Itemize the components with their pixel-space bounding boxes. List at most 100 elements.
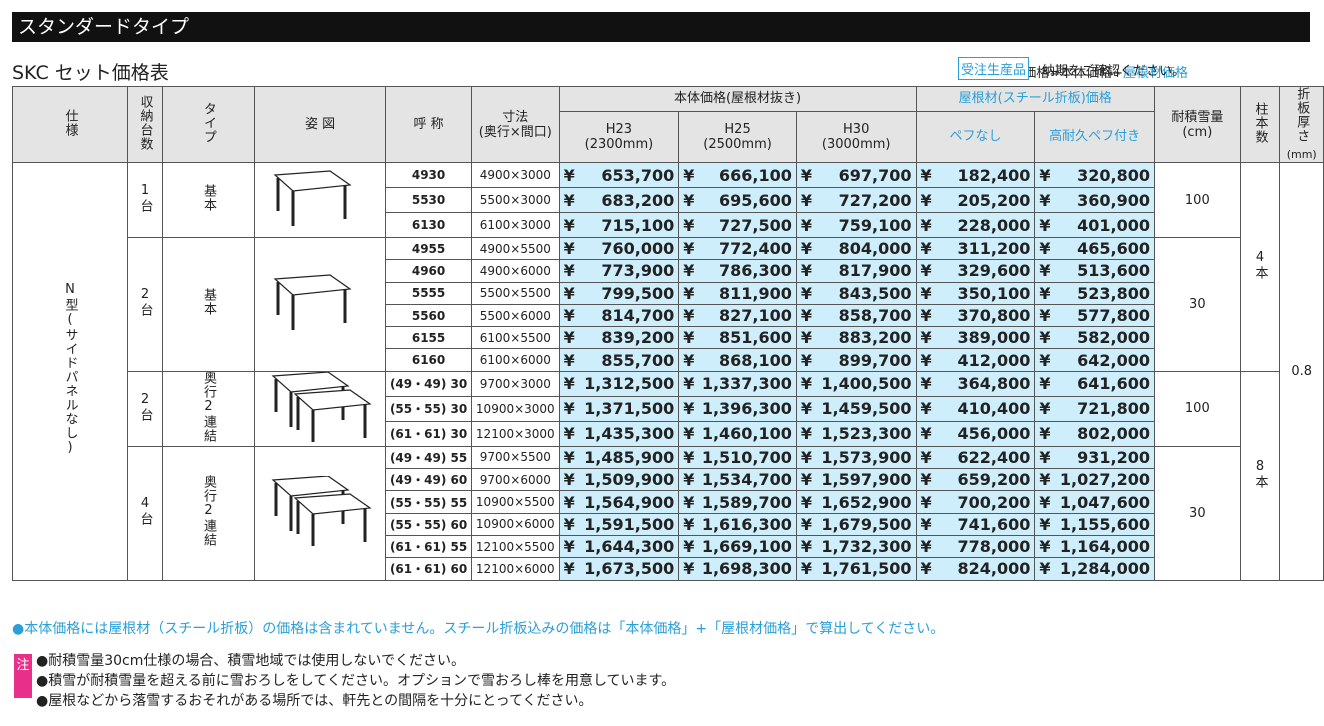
currency: ¥ [1039,350,1051,370]
price-value: 786,300 [719,261,792,281]
price-row: N型(サイドパネルなし) 1台 基本 4930 4900×3000 ¥653,700 ¥6… [12,162,1324,581]
price-row: 4960 4900×6000 ¥773,900 ¥786,300 ¥817,900 ¥32… [13,259,1324,283]
size-cell: 12100×3000 [470,420,560,447]
price: ¥364,800 [921,374,1031,393]
price: ¥868,100 [683,351,792,370]
price-value: 1,523,300 [821,424,912,444]
currency: ¥ [1039,424,1051,444]
code-cell: 5555 [385,281,472,305]
price-value: 329,600 [957,261,1031,281]
size-cell: 9700×3000 [470,370,560,397]
size-cell: 5500×5500 [470,281,560,305]
currency: ¥ [1039,190,1051,210]
price: ¥513,600 [1039,261,1150,280]
price-cell: ¥1,597,900 [795,468,917,492]
price: ¥804,000 [801,239,912,258]
header-cell: H25 (2500mm) [678,110,797,164]
header-text: 屋根材(スチール折板)価格 [958,91,1112,107]
price: ¥1,027,200 [1039,470,1150,489]
price: ¥1,616,300 [683,515,792,534]
code-cell: 5560 [385,303,472,328]
unit-text: (mm) [1286,148,1317,161]
price-value: 721,800 [1077,399,1150,419]
price: ¥741,600 [921,515,1031,534]
price: ¥1,761,500 [801,559,912,578]
code-cell: 5530 [385,187,472,213]
price-row: 6160 6100×6000 ¥855,700 ¥868,100 ¥899,700 ¥41… [13,348,1324,372]
price: ¥1,396,300 [683,399,792,418]
price: ¥1,679,500 [801,515,912,534]
price: ¥1,523,300 [801,424,912,443]
price-value: 931,200 [1077,447,1150,467]
size-cell: 10900×5500 [470,490,560,514]
price-value: 817,900 [838,261,912,281]
price-value: 666,100 [719,165,792,185]
price-cell: ¥642,000 [1034,348,1155,372]
currency: ¥ [563,239,575,259]
price-value: 772,400 [719,239,792,259]
code-cell: 6160 [385,348,472,372]
price: ¥1,485,900 [564,448,675,467]
cell: 奥行2連結 [162,370,255,447]
price-cell: ¥727,200 [795,187,917,213]
price: ¥1,509,900 [564,470,675,489]
price-cell: ¥329,600 [915,259,1036,283]
price-value: 653,700 [601,165,675,185]
cell: 柱本数 [1239,86,1281,163]
price-cell: ¥697,700 [795,162,917,188]
price: ¥329,600 [921,261,1031,280]
price-value: 883,200 [838,328,912,348]
currency: ¥ [1039,165,1051,185]
currency: ¥ [920,447,932,467]
size-cell: 12100×6000 [470,557,560,581]
cell: 8本 [1239,370,1281,581]
currency: ¥ [920,559,932,579]
subtitle: SKC セット価格表 [12,62,169,84]
currency: ¥ [683,328,695,348]
currency: ¥ [920,283,932,303]
currency: ¥ [683,492,695,512]
price: ¥370,800 [921,306,1031,325]
price: ¥931,200 [1039,448,1150,467]
price-cell: ¥228,000 [915,212,1036,238]
price-cell: ¥760,000 [558,236,680,261]
price-cell: ¥1,616,300 [678,512,797,536]
currency: ¥ [683,350,695,370]
price: ¥1,460,100 [683,424,792,443]
currency: ¥ [1039,239,1051,259]
price-value: 824,000 [957,559,1031,579]
carport-figure [271,372,372,445]
currency: ¥ [800,492,813,512]
vertical-text: 仕様 [62,108,78,137]
cell: 収納台数 [127,86,163,163]
price-cell: ¥741,600 [915,512,1036,536]
currency: ¥ [563,447,575,467]
header-line: 寸法 [502,109,529,125]
price: ¥811,900 [683,284,792,303]
price-cell: ¥1,400,500 [795,370,917,397]
caution-item: ●積雪が耐積雪量を超える前に雪おろしをしてください。オプションで雪おろし棒を用意… [36,673,676,689]
vertical-text: 奥行2連結 [201,371,216,443]
price-cell: ¥523,800 [1034,281,1155,305]
price-cell: ¥786,300 [678,259,797,283]
price-cell: ¥1,698,300 [678,557,797,581]
price-value: 320,800 [1077,165,1150,185]
currency: ¥ [1039,283,1051,303]
price-value: 1,460,100 [701,424,792,444]
currency: ¥ [563,215,575,235]
price-cell: ¥1,534,700 [678,468,797,492]
price-cell: ¥320,800 [1034,162,1155,188]
code-cell: (49・49) 60 [385,468,472,492]
price: ¥899,700 [801,351,912,370]
header-line: 耐積雪量 [1171,109,1224,125]
header-text: 本体価格(屋根材抜き) [673,91,802,107]
cell: 2台 [127,370,163,447]
carport-panel [273,274,352,331]
snow-cell: 100 [1153,370,1241,447]
price-cell: ¥1,523,300 [795,420,917,447]
price-value: 1,573,900 [821,447,912,467]
price: ¥786,300 [683,261,792,280]
price-value: 700,200 [957,492,1031,512]
cell: 折板厚さ (mm) [1279,86,1324,163]
price-value: 802,000 [1077,424,1150,444]
